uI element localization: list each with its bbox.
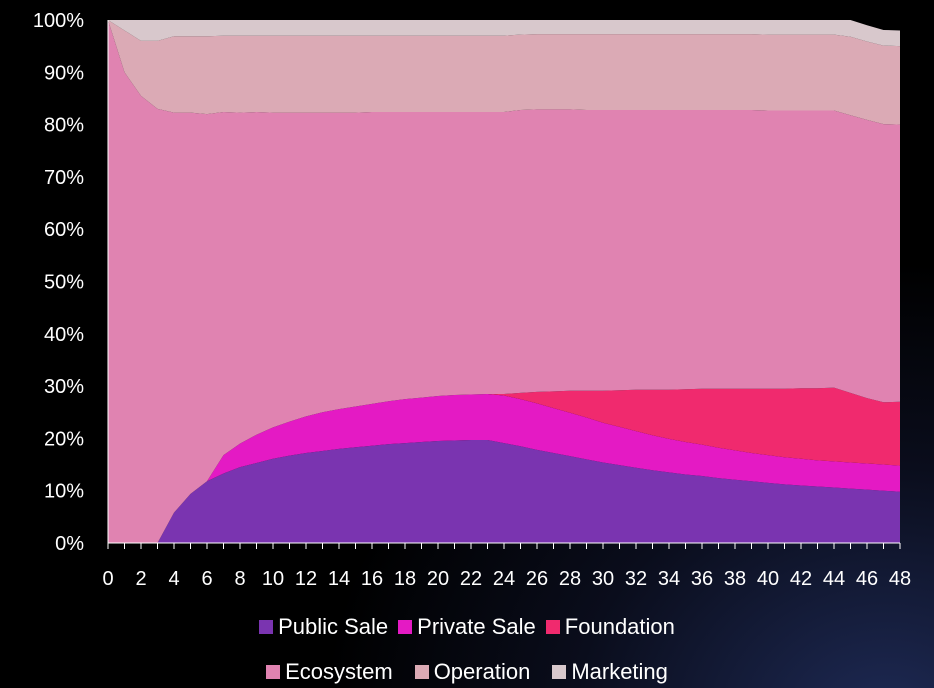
x-tick-label: 34 xyxy=(658,568,680,590)
x-tick-label: 4 xyxy=(168,568,179,590)
x-tick-label: 20 xyxy=(427,568,449,590)
x-tick-label: 12 xyxy=(295,568,317,590)
y-tick-label: 10% xyxy=(44,481,84,503)
y-tick-label: 90% xyxy=(44,62,84,84)
y-tick-label: 100% xyxy=(33,10,84,32)
y-tick-labels: 0% 10% 20% 30% 40% 50% 60% 70% 80% 90% 100% xyxy=(33,10,84,555)
x-tick-label: 46 xyxy=(856,568,878,590)
x-tick-label: 8 xyxy=(234,568,245,590)
legend-row-2: Ecosystem Operation Marketing xyxy=(0,659,934,685)
x-tick-label: 44 xyxy=(823,568,845,590)
legend-label-operation: Operation xyxy=(433,659,531,684)
legend-swatch-marketing xyxy=(552,665,567,679)
x-tick-label: 18 xyxy=(394,568,416,590)
y-tick-label: 30% xyxy=(44,376,84,398)
x-tick-label: 6 xyxy=(201,568,212,590)
x-tick-label: 28 xyxy=(559,568,581,590)
x-tick-labels: 0 2 4 6 8 10 12 14 16 18 20 22 24 26 28 30 32 34 36 38 40 42 4… xyxy=(102,568,911,590)
legend-swatch-private-sale xyxy=(398,620,413,634)
area-marketing xyxy=(108,20,900,47)
legend-swatch-public-sale xyxy=(259,620,274,634)
x-tick-label: 24 xyxy=(493,568,515,590)
area-public-sale xyxy=(108,439,900,543)
y-tick-label: 50% xyxy=(44,272,84,294)
legend-item-ecosystem: Ecosystem xyxy=(266,659,393,685)
axes xyxy=(107,20,901,549)
y-tick-label: 0% xyxy=(55,533,84,555)
y-tick-label: 20% xyxy=(44,428,84,450)
y-tick-label: 60% xyxy=(44,219,84,241)
legend-item-public-sale: Public Sale xyxy=(259,614,388,640)
legend-label-private-sale: Private Sale xyxy=(417,614,536,639)
y-tick-label: 70% xyxy=(44,167,84,189)
y-tick-label: 40% xyxy=(44,324,84,346)
legend-item-operation: Operation xyxy=(414,659,531,685)
area-foundation xyxy=(108,387,900,543)
x-tick-label: 22 xyxy=(460,568,482,590)
legend-swatch-ecosystem xyxy=(266,665,281,679)
legend-item-private-sale: Private Sale xyxy=(398,614,536,640)
x-tick-label: 26 xyxy=(526,568,548,590)
x-tick-label: 0 xyxy=(102,568,113,590)
x-tick-label: 30 xyxy=(592,568,614,590)
legend-label-public-sale: Public Sale xyxy=(278,614,389,639)
legend-item-marketing: Marketing xyxy=(552,659,668,685)
x-tick-label: 10 xyxy=(262,568,284,590)
area-layers xyxy=(108,20,900,543)
x-tick-label: 38 xyxy=(724,568,746,590)
x-tick-label: 32 xyxy=(625,568,647,590)
x-tick-label: 40 xyxy=(757,568,779,590)
legend-swatch-foundation xyxy=(545,620,560,634)
legend-item-foundation: Foundation xyxy=(545,614,675,640)
x-tick-label: 42 xyxy=(790,568,812,590)
x-tick-label: 16 xyxy=(361,568,383,590)
x-tick-label: 14 xyxy=(328,568,350,590)
area-ecosystem xyxy=(108,20,900,543)
x-tick-label: 2 xyxy=(135,568,146,590)
x-tick-label: 48 xyxy=(889,568,911,590)
legend-label-foundation: Foundation xyxy=(564,614,675,639)
x-tick-label: 36 xyxy=(691,568,713,590)
legend-swatch-operation xyxy=(414,665,429,679)
legend-row-1: Public Sale Private Sale Foundation xyxy=(0,614,934,640)
y-tick-label: 80% xyxy=(44,115,84,137)
area-private-sale xyxy=(108,393,900,543)
legend-label-ecosystem: Ecosystem xyxy=(285,659,393,684)
legend-label-marketing: Marketing xyxy=(571,659,668,684)
area-operation xyxy=(108,20,900,125)
